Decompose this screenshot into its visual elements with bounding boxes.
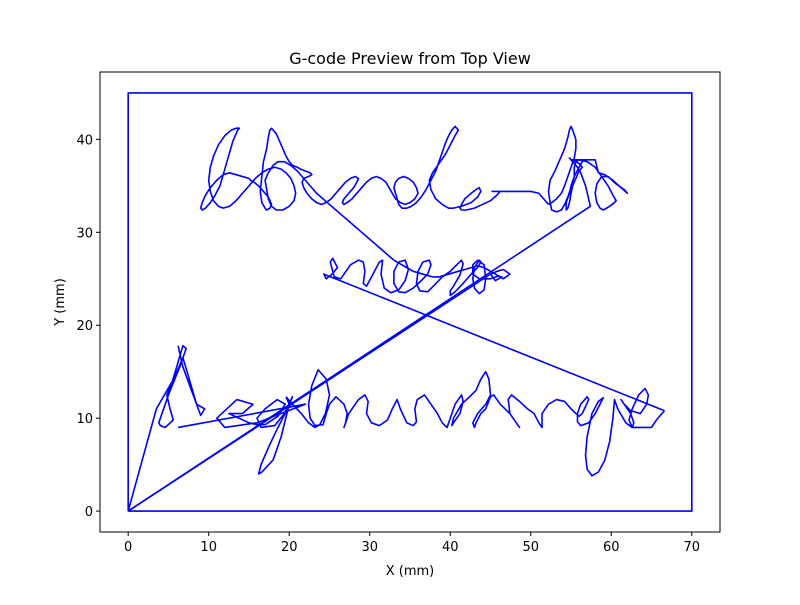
toolpath-series-3	[177, 395, 307, 475]
toolpath-series-9	[248, 125, 550, 211]
y-tick-label: 30	[76, 226, 93, 241]
x-axis-label: X (mm)	[386, 564, 435, 579]
y-tick-label: 40	[76, 133, 93, 148]
x-axis: 0 10 20 30 40 50 60 70	[124, 532, 700, 555]
toolpath-series-1	[127, 92, 693, 512]
toolpath-series-8	[127, 125, 629, 512]
x-tick-label: 70	[684, 540, 701, 555]
toolpath-series-5	[576, 387, 666, 477]
x-tick-label: 20	[281, 540, 298, 555]
y-tick-label: 20	[76, 319, 93, 334]
x-tick-label: 40	[442, 540, 459, 555]
x-tick-label: 10	[200, 540, 217, 555]
y-tick-label: 10	[76, 412, 93, 427]
toolpath-series-6	[323, 257, 665, 412]
toolpath-series-10	[199, 127, 511, 280]
y-axis-label: Y (mm)	[53, 278, 68, 327]
plot-area	[127, 92, 693, 512]
x-tick-label: 30	[361, 540, 378, 555]
x-tick-label: 60	[603, 540, 620, 555]
x-tick-label: 50	[523, 540, 540, 555]
toolpath-series-2	[127, 344, 206, 512]
x-tick-label: 0	[124, 540, 132, 555]
toolpath-series-4	[285, 369, 583, 429]
chart-title: G-code Preview from Top View	[289, 49, 531, 68]
axes-frame	[99, 71, 721, 533]
y-tick-label: 0	[85, 505, 93, 520]
y-axis: 0 10 20 30 40	[76, 133, 100, 520]
